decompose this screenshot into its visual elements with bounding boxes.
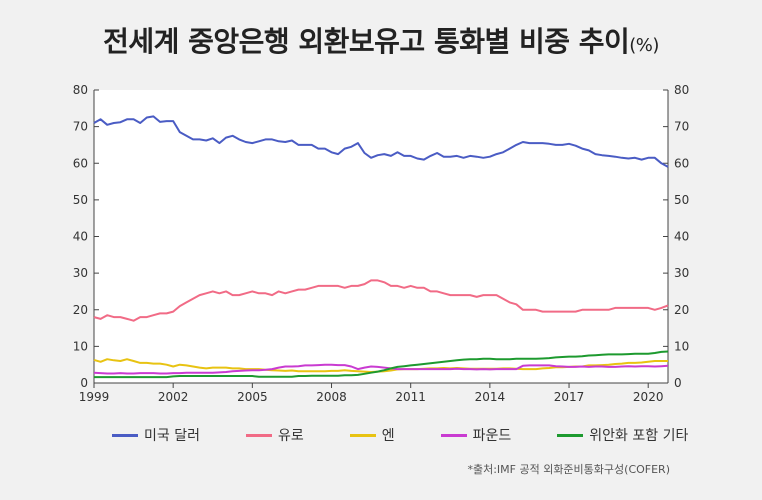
x-tick-label: 2017: [554, 390, 585, 404]
x-tick-label: 2008: [316, 390, 347, 404]
legend: 미국 달러 유로 엔 파운드 위안화 포함 기타: [112, 425, 692, 445]
series-line-1: [93, 279, 669, 322]
legend-label: 파운드: [472, 428, 512, 444]
series-line-3: [93, 363, 669, 375]
x-tick-label: 2020: [633, 390, 664, 404]
y-tick-label-left: 60: [73, 156, 88, 170]
series-line-0: [93, 115, 669, 168]
y-tick-label-right: 70: [674, 120, 689, 134]
chart-title: 전세계 중앙은행 외환보유고 통화별 비중 추이(%): [0, 20, 762, 60]
x-tick-label: 2014: [475, 390, 506, 404]
y-ticks-right: 0 10 20 30 40 50 60 70 80: [663, 83, 689, 390]
y-tick-label-right: 20: [674, 303, 689, 317]
y-ticks-left: 0 10 20 30 40 50 60 70 80: [73, 83, 99, 390]
y-tick-label-left: 10: [73, 339, 88, 353]
x-ticks: 1999 2002 2005 2008 2011 2014 2017 2020: [79, 383, 664, 404]
y-tick-label-left: 70: [73, 120, 88, 134]
series-lines: [93, 115, 669, 379]
y-tick-label-right: 50: [674, 193, 689, 207]
legend-label: 위안화 포함 기타: [589, 428, 689, 444]
y-tick-label-left: 30: [73, 266, 88, 280]
y-tick-label-left: 50: [73, 193, 88, 207]
x-tick-label: 1999: [79, 390, 110, 404]
chart-title-unit: (%): [629, 35, 659, 56]
legend-item-2: 엔: [349, 425, 395, 445]
y-tick-label-left: 80: [73, 83, 88, 97]
plot-area: [94, 90, 668, 383]
source-note: *출처:IMF 공적 외화준비통화구성(COFER): [467, 463, 670, 476]
y-tick-label-left: 0: [80, 376, 88, 390]
x-tick-label: 2005: [237, 390, 268, 404]
legend-swatch: [440, 433, 467, 437]
legend-item-1: 유로: [245, 425, 304, 445]
y-tick-label-right: 40: [674, 230, 689, 244]
y-tick-label-left: 40: [73, 230, 88, 244]
y-tick-label-right: 60: [674, 156, 689, 170]
series-line-4: [94, 350, 669, 379]
legend-item-3: 파운드: [440, 425, 512, 445]
x-tick-label: 2011: [395, 390, 426, 404]
legend-swatch: [245, 433, 272, 437]
x-tick-label: 2002: [158, 390, 189, 404]
y-tick-label-right: 80: [674, 83, 689, 97]
legend-label: 미국 달러: [144, 428, 200, 444]
legend-item-4: 위안화 포함 기타: [557, 425, 688, 445]
legend-label: 엔: [381, 428, 395, 444]
y-tick-label-left: 20: [73, 303, 88, 317]
y-tick-label-right: 10: [674, 339, 689, 353]
y-tick-label-right: 0: [674, 376, 682, 390]
legend-swatch: [349, 433, 376, 437]
y-tick-label-right: 30: [674, 266, 689, 280]
legend-label: 유로: [277, 428, 304, 444]
legend-item-0: 미국 달러: [112, 425, 200, 445]
legend-swatch: [112, 433, 138, 437]
legend-swatch: [557, 433, 584, 437]
chart-title-text: 전세계 중앙은행 외환보유고 통화별 비중 추이: [103, 25, 630, 58]
